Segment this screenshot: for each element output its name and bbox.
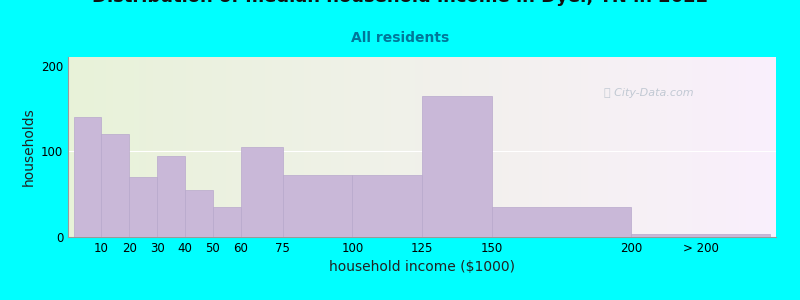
Bar: [492, 207, 631, 237]
Bar: [102, 134, 130, 237]
Bar: [213, 207, 241, 237]
Bar: [74, 117, 102, 237]
Bar: [157, 156, 185, 237]
Bar: [241, 147, 282, 237]
Text: All residents: All residents: [351, 31, 449, 45]
Bar: [130, 177, 157, 237]
Bar: [422, 96, 492, 237]
Y-axis label: households: households: [22, 108, 35, 186]
Text: Distribution of median household income in Dyer, TN in 2022: Distribution of median household income …: [92, 0, 708, 6]
X-axis label: household income ($1000): household income ($1000): [329, 260, 515, 274]
Text: ⓘ City-Data.com: ⓘ City-Data.com: [604, 88, 694, 98]
Bar: [282, 175, 352, 237]
Bar: [631, 234, 770, 237]
Bar: [185, 190, 213, 237]
Bar: [352, 175, 422, 237]
